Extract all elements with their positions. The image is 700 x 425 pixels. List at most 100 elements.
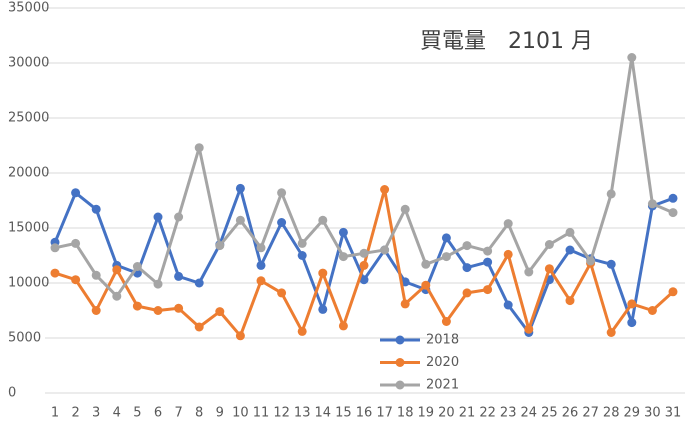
y-tick-label: 5000 xyxy=(8,331,41,346)
x-tick-label: 24 xyxy=(521,406,538,421)
data-point xyxy=(235,215,245,225)
data-point xyxy=(194,322,204,332)
data-point xyxy=(400,299,410,309)
legend-item: 2021 xyxy=(380,378,459,393)
x-tick-label: 17 xyxy=(376,406,393,421)
x-tick-label: 11 xyxy=(253,406,270,421)
x-tick-label: 31 xyxy=(665,406,682,421)
legend-item: 2020 xyxy=(380,355,459,370)
x-tick-label: 13 xyxy=(294,406,311,421)
data-point xyxy=(91,204,101,214)
data-point xyxy=(668,208,678,218)
data-point xyxy=(647,306,657,315)
x-tick-label: 25 xyxy=(541,406,558,421)
chart-title: 買電量 2101 月 xyxy=(420,29,593,54)
data-point xyxy=(112,265,122,275)
legend-label: 2018 xyxy=(426,333,459,348)
x-tick-label: 2 xyxy=(71,406,79,421)
data-point xyxy=(627,53,637,62)
data-point xyxy=(503,249,513,259)
data-point xyxy=(400,204,410,214)
x-tick-label: 3 xyxy=(92,406,100,421)
x-tick-label: 30 xyxy=(644,406,661,421)
x-tick-label: 4 xyxy=(113,406,121,421)
data-point xyxy=(544,240,554,249)
series xyxy=(50,53,678,301)
series xyxy=(50,185,678,341)
x-tick-label: 8 xyxy=(195,406,203,421)
data-point xyxy=(132,301,142,311)
data-point xyxy=(647,199,657,209)
data-point xyxy=(462,288,472,298)
data-point xyxy=(441,252,451,262)
data-point xyxy=(71,188,81,198)
legend-label: 2021 xyxy=(426,378,459,393)
y-tick-label: 0 xyxy=(8,386,16,401)
data-point xyxy=(380,185,390,194)
data-point xyxy=(91,270,101,280)
data-point xyxy=(91,306,101,315)
y-tick-label: 30000 xyxy=(8,56,49,71)
x-tick-label: 19 xyxy=(418,406,435,421)
data-point xyxy=(235,183,245,193)
data-point xyxy=(421,280,431,290)
y-tick-label: 35000 xyxy=(8,1,49,16)
data-point xyxy=(380,245,390,255)
data-point xyxy=(359,275,369,285)
x-tick-label: 1 xyxy=(51,406,59,421)
data-point xyxy=(503,300,513,310)
data-point xyxy=(338,252,348,262)
data-point xyxy=(565,296,575,306)
data-point xyxy=(586,256,596,266)
data-point xyxy=(462,241,472,251)
data-point xyxy=(256,260,266,270)
data-point xyxy=(606,189,616,199)
x-tick-label: 7 xyxy=(174,406,182,421)
x-tick-label: 10 xyxy=(232,406,249,421)
data-point xyxy=(277,218,287,227)
data-point xyxy=(359,260,369,270)
data-point xyxy=(71,238,81,248)
data-point xyxy=(50,243,60,253)
data-point xyxy=(441,233,451,243)
data-point xyxy=(277,288,287,298)
x-tick-label: 28 xyxy=(603,406,620,421)
data-point xyxy=(338,227,348,237)
data-point xyxy=(297,238,307,248)
data-point xyxy=(318,304,328,314)
legend-item: 2018 xyxy=(380,333,459,348)
x-tick-label: 12 xyxy=(273,406,290,421)
data-point xyxy=(483,246,493,256)
data-point xyxy=(565,227,575,237)
x-tick-label: 27 xyxy=(582,406,599,421)
x-tick-label: 9 xyxy=(216,406,224,421)
x-tick-label: 6 xyxy=(154,406,162,421)
data-point xyxy=(668,193,678,203)
y-tick-label: 25000 xyxy=(8,111,49,126)
x-tick-label: 21 xyxy=(459,406,476,421)
data-point xyxy=(297,251,307,260)
data-point xyxy=(277,188,287,198)
data-point xyxy=(483,285,493,295)
data-point xyxy=(153,306,163,315)
data-point xyxy=(153,279,163,289)
x-tick-label: 16 xyxy=(356,406,373,421)
data-point xyxy=(606,259,616,269)
y-tick-label: 20000 xyxy=(8,166,49,181)
x-tick-label: 5 xyxy=(133,406,141,421)
y-tick-label: 10000 xyxy=(8,276,49,291)
x-tick-label: 29 xyxy=(624,406,641,421)
legend-marker xyxy=(395,358,405,367)
data-point xyxy=(71,275,81,285)
data-point xyxy=(174,303,184,313)
data-point xyxy=(524,267,534,277)
x-tick-label: 22 xyxy=(479,406,496,421)
legend-marker xyxy=(395,380,405,390)
data-point xyxy=(483,257,493,267)
data-point xyxy=(256,276,266,286)
data-point xyxy=(318,215,328,225)
data-point xyxy=(421,259,431,269)
data-point xyxy=(565,245,575,255)
data-point xyxy=(132,262,142,271)
